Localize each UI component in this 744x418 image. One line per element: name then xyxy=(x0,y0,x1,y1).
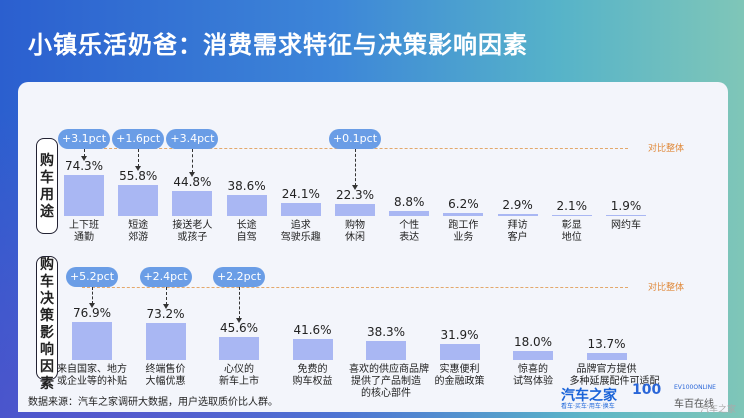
ev100-logo-en: EV100ONLINE xyxy=(674,384,716,391)
category-label-factor-3: 免费的 购车权益 xyxy=(292,364,333,387)
compare-line-factor xyxy=(82,287,628,288)
pct-arrow-factor-0 xyxy=(92,287,93,304)
pct-delta-usage-2: +3.4pct xyxy=(166,129,219,149)
autohome-logo-tagline: 看车·买车·用车·换车 xyxy=(561,403,615,410)
slide-title: 小镇乐活奶爸：消费需求特征与决策影响因素 xyxy=(28,31,528,59)
value-label-usage-5: 22.3% xyxy=(335,187,375,202)
pct-arrow-factor-2 xyxy=(239,287,240,320)
data-source-note: 数据来源：汽车之家调研大数据，用户选取质价比人群。 xyxy=(28,397,278,408)
value-label-factor-6: 18.0% xyxy=(513,335,553,349)
pct-arrow-tip-factor-2 xyxy=(236,318,242,324)
value-label-usage-3: 38.6% xyxy=(227,178,266,193)
bar-factor-7 xyxy=(586,353,627,360)
value-label-usage-10: 1.9% xyxy=(610,198,642,213)
value-label-usage-1: 55.8% xyxy=(119,169,158,184)
category-label-factor-0: 来自国家、地方 或企业等的补贴 xyxy=(57,364,127,387)
pct-arrow-tip-usage-1 xyxy=(135,166,142,172)
ev100-logo-mark: 100 xyxy=(632,382,662,398)
value-label-usage-0: 74.3% xyxy=(64,159,104,174)
category-label-factor-7: 品牌官方提供 多种延展配件可适配 xyxy=(569,364,660,387)
bar-factor-6 xyxy=(513,351,553,360)
compare-label-usage: 对比整体 xyxy=(648,144,685,154)
value-label-usage-7: 6.2% xyxy=(448,196,479,211)
bar-usage-2 xyxy=(172,191,213,216)
pct-delta-usage-0: +3.1pct xyxy=(58,129,110,149)
pct-arrow-tip-factor-0 xyxy=(89,302,95,308)
category-label-factor-2: 心仪的 新车上市 xyxy=(219,364,259,387)
watermark: 汽车之家 xyxy=(700,405,737,415)
pct-delta-usage-5: +0.1pct xyxy=(329,129,381,149)
category-label-usage-6: 个性 表达 xyxy=(399,220,420,243)
value-label-factor-1: 73.2% xyxy=(146,307,185,322)
value-label-usage-4: 24.1% xyxy=(281,186,320,201)
autohome-logo: 汽车之家 xyxy=(561,388,617,404)
category-label-usage-0: 上下班 通勤 xyxy=(69,220,99,243)
bar-usage-1 xyxy=(118,185,159,216)
bar-usage-0 xyxy=(64,175,104,216)
bar-factor-1 xyxy=(145,323,186,360)
bar-usage-3 xyxy=(226,194,267,216)
bar-factor-5 xyxy=(439,344,480,360)
pct-arrow-usage-1 xyxy=(138,149,140,168)
category-label-usage-8: 拜访 客户 xyxy=(507,220,528,243)
value-label-usage-8: 2.9% xyxy=(502,198,533,213)
bar-factor-4 xyxy=(366,340,406,360)
compare-label-factor: 对比整体 xyxy=(648,283,685,293)
bar-usage-4 xyxy=(280,202,321,216)
pct-arrow-tip-usage-2 xyxy=(189,172,196,178)
value-label-factor-2: 45.6% xyxy=(219,321,259,336)
bar-usage-9 xyxy=(551,214,592,216)
category-label-factor-4: 喜欢的供应商品牌 提供了产品制造 的核心部件 xyxy=(349,364,429,399)
pct-arrow-usage-5 xyxy=(355,149,356,186)
pct-delta-factor-1: +2.4pct xyxy=(139,267,192,287)
value-label-factor-5: 31.9% xyxy=(440,328,479,343)
pct-arrow-usage-2 xyxy=(192,149,194,174)
pct-arrow-tip-factor-1 xyxy=(162,304,169,310)
value-label-factor-4: 38.3% xyxy=(366,324,406,339)
category-label-usage-1: 短途 郊游 xyxy=(128,220,149,243)
section-label-factor: 购车决策影响因素 xyxy=(36,256,58,392)
value-label-factor-7: 13.7% xyxy=(587,337,626,352)
bar-usage-5 xyxy=(335,203,375,216)
category-label-usage-10: 网约车 xyxy=(611,220,641,231)
category-label-usage-9: 彰显 地位 xyxy=(561,220,582,243)
category-label-usage-5: 购物 休闲 xyxy=(345,220,365,243)
bar-usage-8 xyxy=(497,214,538,216)
bar-factor-3 xyxy=(292,339,333,360)
category-label-usage-7: 跑工作 业务 xyxy=(448,220,479,243)
category-label-factor-5: 实惠便利 的金融政策 xyxy=(434,364,485,387)
bar-factor-0 xyxy=(72,321,112,360)
category-label-factor-6: 惊喜的 试驾体验 xyxy=(513,364,553,387)
category-label-usage-3: 长途 自驾 xyxy=(236,220,257,243)
pct-arrow-factor-1 xyxy=(165,287,167,306)
pct-arrow-usage-0 xyxy=(84,149,85,158)
category-label-factor-1: 终端售价 大幅优惠 xyxy=(145,364,186,387)
pct-arrow-tip-usage-0 xyxy=(81,156,87,162)
category-label-usage-4: 追求 驾驶乐趣 xyxy=(280,220,321,243)
value-label-usage-6: 8.8% xyxy=(393,195,425,210)
pct-delta-usage-1: +1.6pct xyxy=(112,129,165,149)
bar-factor-2 xyxy=(219,337,259,360)
value-label-usage-2: 44.8% xyxy=(173,175,212,190)
value-label-factor-0: 76.9% xyxy=(72,305,112,320)
bar-usage-6 xyxy=(389,211,430,216)
pct-delta-factor-2: +2.2pct xyxy=(213,267,265,287)
bar-usage-10 xyxy=(606,214,646,216)
category-label-usage-2: 接送老人 或孩子 xyxy=(172,220,213,243)
bar-usage-7 xyxy=(443,212,484,216)
value-label-usage-9: 2.1% xyxy=(556,198,588,213)
pct-delta-factor-0: +5.2pct xyxy=(66,267,118,287)
ev100-logo-cn: 车百在线 xyxy=(674,399,714,410)
value-label-factor-3: 41.6% xyxy=(293,323,332,338)
section-label-usage: 购车用途 xyxy=(36,138,58,234)
pct-arrow-tip-usage-5 xyxy=(352,184,358,190)
